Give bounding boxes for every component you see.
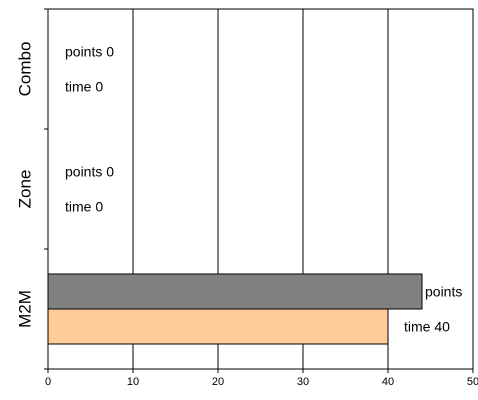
- category-label: M2M: [16, 290, 35, 328]
- data-label-points: points 0: [65, 164, 114, 180]
- bars: [47, 273, 423, 345]
- data-label-time: time 0: [65, 199, 103, 215]
- x-axis: 0 10 20 30 40 50: [45, 369, 478, 388]
- data-label-points: points: [425, 284, 462, 300]
- x-tick-label: 20: [212, 376, 224, 388]
- bar-points: [47, 273, 423, 310]
- x-tick-label: 40: [382, 376, 394, 388]
- category-label: Zone: [16, 170, 35, 209]
- x-tick-label: 30: [297, 376, 309, 388]
- x-tick-label: 0: [45, 376, 51, 388]
- x-tick-label: 50: [467, 376, 478, 388]
- data-label-points: points 0: [65, 44, 114, 60]
- y-axis: M2M Zone Combo: [16, 8, 48, 370]
- x-tick-label: 10: [127, 376, 139, 388]
- data-label-time: time 0: [65, 79, 103, 95]
- data-label-time: time 40: [404, 319, 450, 335]
- category-label: Combo: [16, 42, 35, 97]
- bar-time: [47, 308, 389, 345]
- data-labels: points time 40 points 0 time 0 points 0 time …: [65, 44, 462, 335]
- plot-border: [47, 8, 474, 370]
